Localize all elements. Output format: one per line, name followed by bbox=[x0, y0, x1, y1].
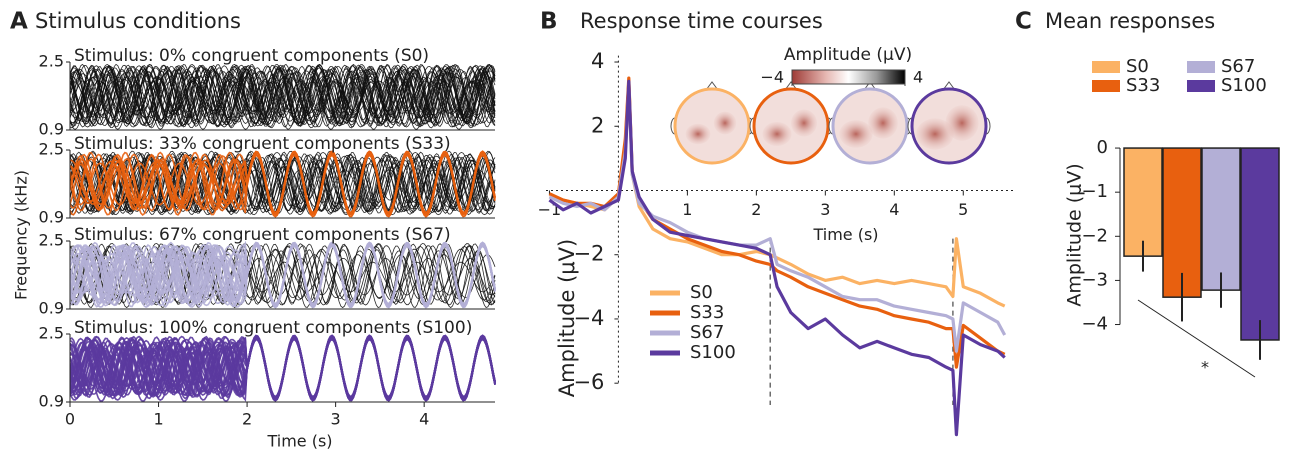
y-axis-label: Amplitude (μV) bbox=[1064, 163, 1086, 306]
trend-line bbox=[1137, 299, 1256, 378]
stimulus-trace bbox=[70, 151, 496, 215]
legend-swatch bbox=[1092, 61, 1120, 73]
legend-label: S0 bbox=[1126, 56, 1149, 77]
stimulus-trace bbox=[70, 64, 496, 128]
topomap-blob bbox=[868, 107, 898, 139]
x-tick-label: 1 bbox=[682, 200, 692, 219]
topomap bbox=[752, 87, 830, 165]
x-tick-label: 2 bbox=[751, 200, 761, 219]
colorbar-tick-label: 4 bbox=[913, 68, 923, 87]
x-axis-label: Time (s) bbox=[812, 225, 878, 244]
x-tick-label: 2 bbox=[242, 410, 252, 429]
legend-label: S100 bbox=[1221, 75, 1267, 96]
y-tick-label: −4 bbox=[1081, 314, 1108, 335]
bar bbox=[1240, 147, 1280, 341]
x-tick-label: 4 bbox=[419, 410, 429, 429]
stimulus-trace bbox=[70, 76, 496, 112]
y-tick-label: −1 bbox=[1081, 181, 1108, 202]
y-tick-label: −3 bbox=[1081, 269, 1108, 290]
stimulus-trace bbox=[70, 78, 495, 112]
legend-label: S33 bbox=[1126, 75, 1160, 96]
y-tick-label: 2.5 bbox=[39, 140, 64, 159]
topomap-blob bbox=[839, 120, 873, 148]
panel-label: A bbox=[10, 9, 28, 35]
stimulus-trace bbox=[70, 72, 496, 123]
line-series bbox=[548, 79, 1006, 437]
x-tick-label: 4 bbox=[889, 200, 899, 219]
y-tick-label: 0.9 bbox=[39, 120, 64, 139]
y-tick-label: −4 bbox=[573, 306, 604, 330]
subplot-title: Stimulus: 33% congruent components (S33) bbox=[74, 134, 451, 154]
colorbar bbox=[791, 69, 906, 85]
subplot-title: Stimulus: 67% congruent components (S67) bbox=[74, 225, 451, 245]
topomap-blob bbox=[945, 105, 979, 141]
y-tick-label: 0.9 bbox=[39, 299, 64, 318]
y-tick-label: 0 bbox=[1097, 137, 1108, 158]
panel-title: Stimulus conditions bbox=[35, 9, 241, 33]
stimulus-trace bbox=[70, 337, 496, 401]
y-tick-label: 2.5 bbox=[39, 52, 64, 71]
x-tick-label: 3 bbox=[331, 410, 341, 429]
stimulus-trace bbox=[70, 68, 496, 126]
legend-label: S0 bbox=[690, 282, 713, 303]
y-tick-label: −2 bbox=[573, 242, 604, 266]
topomap-blob bbox=[685, 123, 711, 145]
legend-swatch bbox=[1187, 61, 1215, 73]
stimulus-trace bbox=[70, 159, 496, 208]
panel-label: C bbox=[1015, 9, 1032, 35]
subplot-title: Stimulus: 100% congruent components (S10… bbox=[74, 318, 472, 338]
legend-label: S67 bbox=[690, 322, 724, 343]
y-tick-label: −6 bbox=[573, 370, 604, 394]
y-axis-label: Frequency (kHz) bbox=[12, 170, 31, 300]
y-axis-label: Amplitude (μV) bbox=[555, 239, 579, 397]
panel-label: B bbox=[540, 9, 558, 35]
annotation: * bbox=[1201, 358, 1209, 377]
colorbar-tick-label: −4 bbox=[760, 68, 784, 87]
traces bbox=[70, 63, 496, 403]
topomap-blob bbox=[791, 109, 817, 137]
legend-swatch bbox=[1092, 80, 1120, 92]
topomap bbox=[673, 87, 751, 165]
y-tick-label: 4 bbox=[591, 49, 604, 73]
legend-label: S67 bbox=[1221, 56, 1255, 77]
subplot-title: Stimulus: 0% congruent components (S0) bbox=[74, 46, 429, 66]
y-tick-label: 2.5 bbox=[39, 231, 64, 250]
legend-swatch bbox=[1187, 80, 1215, 92]
x-tick-label: 3 bbox=[820, 200, 830, 219]
legend-label: S33 bbox=[690, 302, 724, 323]
x-axis-label: Time (s) bbox=[266, 432, 332, 451]
bar bbox=[1123, 147, 1163, 257]
y-tick-label: 2 bbox=[591, 113, 604, 137]
stimulus-trace bbox=[70, 70, 496, 118]
y-tick-label: 0.9 bbox=[39, 392, 64, 411]
panel-title: Response time courses bbox=[580, 9, 823, 33]
x-tick-label: 0 bbox=[65, 410, 75, 429]
stimulus-trace bbox=[70, 157, 496, 214]
stimulus-trace bbox=[70, 75, 496, 116]
topomap-blob bbox=[713, 111, 737, 135]
stimulus-trace bbox=[70, 80, 496, 116]
y-tick-label: 2.5 bbox=[39, 324, 64, 343]
colorbar-label: Amplitude (μV) bbox=[784, 45, 912, 65]
stimulus-trace bbox=[70, 68, 496, 121]
x-tick-label: −1 bbox=[538, 200, 562, 219]
y-tick-label: 0.9 bbox=[39, 208, 64, 227]
x-tick-label: 5 bbox=[958, 200, 968, 219]
y-tick-label: −2 bbox=[1081, 225, 1108, 246]
stimulus-trace bbox=[70, 69, 496, 126]
x-tick-label: 1 bbox=[153, 410, 163, 429]
topomap-blob bbox=[916, 118, 954, 150]
bar bbox=[1201, 147, 1241, 291]
topomap-blob bbox=[762, 122, 792, 146]
panel-title: Mean responses bbox=[1045, 9, 1215, 33]
stimulus-trace bbox=[70, 244, 496, 308]
legend-label: S100 bbox=[690, 342, 736, 363]
